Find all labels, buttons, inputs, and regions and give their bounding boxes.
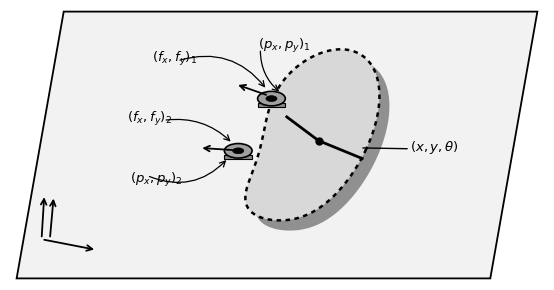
Text: $(p_x, p_y)_1$: $(p_x, p_y)_1$: [258, 37, 310, 55]
Circle shape: [224, 144, 252, 158]
Circle shape: [258, 91, 285, 106]
Polygon shape: [255, 59, 389, 231]
Polygon shape: [245, 49, 379, 220]
FancyBboxPatch shape: [224, 155, 252, 159]
Text: $(x, y, \theta)$: $(x, y, \theta)$: [410, 139, 459, 156]
Polygon shape: [17, 12, 537, 278]
Circle shape: [266, 96, 277, 101]
FancyBboxPatch shape: [258, 103, 285, 107]
Text: $(f_x, f_y)_2$: $(f_x, f_y)_2$: [127, 110, 173, 128]
Circle shape: [233, 148, 244, 154]
Text: $(f_x, f_y)_1$: $(f_x, f_y)_1$: [152, 50, 198, 68]
Text: $(p_x, p_y)_2$: $(p_x, p_y)_2$: [130, 171, 183, 189]
